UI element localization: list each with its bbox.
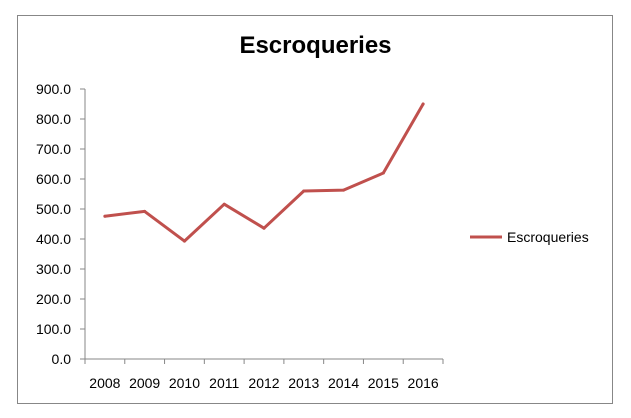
y-tick-label: 700.0 bbox=[36, 141, 71, 157]
data-point bbox=[222, 202, 226, 206]
x-tick-label: 2011 bbox=[209, 375, 239, 391]
y-tick-label: 200.0 bbox=[36, 291, 71, 307]
y-tick-label: 900.0 bbox=[36, 81, 71, 97]
x-axis: 2008 2009 2010 2011 2012 2013 2014 2015 2016 bbox=[84, 358, 444, 391]
y-tick-label: 400.0 bbox=[36, 231, 71, 247]
y-tick-label: 0.0 bbox=[52, 351, 72, 367]
data-point bbox=[381, 171, 385, 175]
y-tick-label: 800.0 bbox=[36, 111, 71, 127]
data-point bbox=[302, 189, 306, 193]
chart-title: Escroqueries bbox=[239, 32, 392, 59]
x-tick-label: 2016 bbox=[408, 375, 439, 391]
data-point bbox=[342, 188, 346, 192]
series-line bbox=[103, 102, 425, 243]
y-tick-label: 600.0 bbox=[36, 171, 71, 187]
x-tick-label: 2009 bbox=[129, 375, 160, 391]
data-point bbox=[143, 209, 147, 213]
x-tick-label: 2010 bbox=[169, 375, 200, 391]
x-tick-label: 2014 bbox=[328, 375, 359, 391]
x-tick-label: 2012 bbox=[248, 375, 279, 391]
y-axis: 900.0 800.0 700.0 600.0 500.0 400.0 300.0 200.0… bbox=[36, 81, 86, 367]
y-tick-label: 100.0 bbox=[36, 321, 71, 337]
data-point bbox=[182, 239, 186, 243]
y-tick-label: 300.0 bbox=[36, 261, 71, 277]
y-tick-label: 500.0 bbox=[36, 201, 71, 217]
x-tick-label: 2015 bbox=[368, 375, 399, 391]
x-tick-label: 2008 bbox=[89, 375, 120, 391]
x-tick-label: 2013 bbox=[288, 375, 319, 391]
chart-frame bbox=[17, 15, 613, 404]
data-point bbox=[262, 226, 266, 230]
legend: Escroqueries bbox=[470, 229, 589, 245]
data-point bbox=[421, 102, 425, 106]
data-point bbox=[103, 214, 107, 218]
legend-label: Escroqueries bbox=[507, 229, 589, 245]
series-layer bbox=[103, 102, 425, 243]
